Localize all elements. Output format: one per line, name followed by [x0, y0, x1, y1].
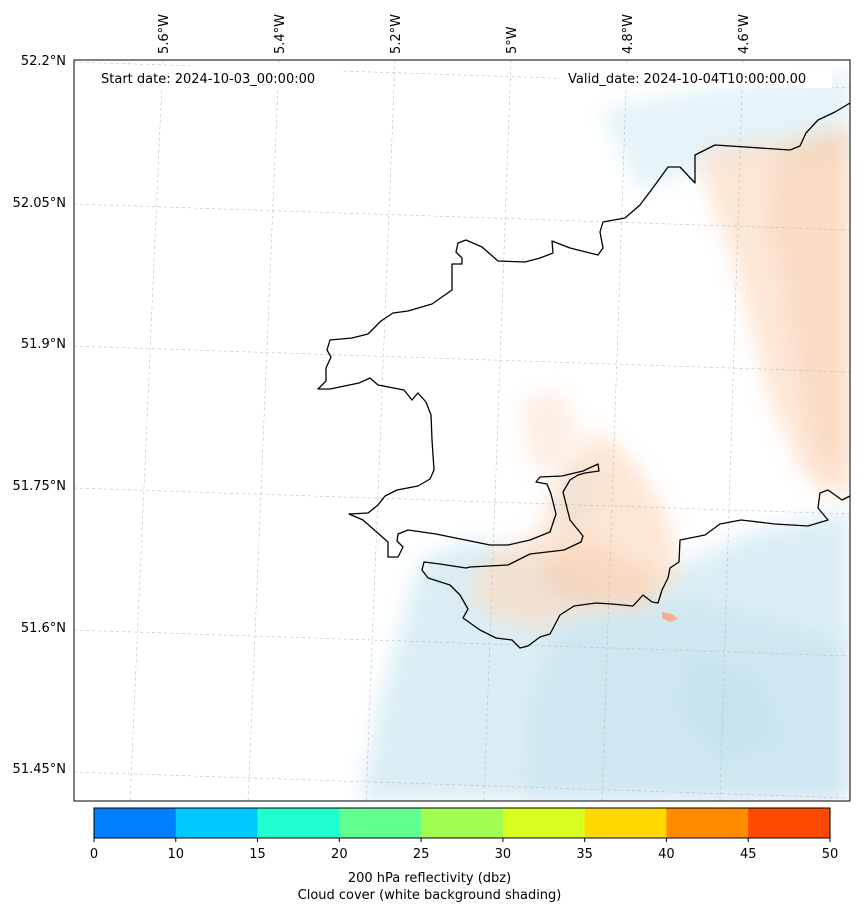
- colorbar-segment: [584, 808, 667, 838]
- colorbar-segment: [666, 808, 749, 838]
- colorbar-tick-label: 30: [495, 847, 512, 862]
- colorbar-frame: [93, 807, 831, 839]
- coastline: [317, 102, 850, 649]
- colorbar-tick-label: 0: [90, 847, 98, 862]
- start-date-box: [92, 66, 340, 88]
- valid-date-box: [560, 66, 832, 88]
- colorbar-tick-label: 20: [331, 847, 348, 862]
- gridlines: [74, 60, 850, 801]
- colorbar-label: 200 hPa reflectivity (dbz): [347, 871, 512, 886]
- colorbar-sublabel: Cloud cover (white background shading): [297, 888, 562, 903]
- colorbar: 0 10 15 20 25 30 35 40 45 50: [90, 807, 839, 862]
- lon-label-1: 5.4°W: [273, 14, 288, 54]
- lat-label-0: 52.2°N: [21, 54, 66, 69]
- start-date-label: Start date: 2024-10-03_00:00:00: [101, 72, 315, 87]
- colorbar-segment: [257, 808, 340, 838]
- latitude-labels: 52.2°N 52.05°N 51.9°N 51.75°N 51.6°N 51.…: [13, 54, 66, 777]
- colorbar-segment: [748, 808, 831, 838]
- colorbar-segment: [339, 808, 422, 838]
- lon-label-3: 5°W: [505, 26, 520, 54]
- colorbar-segment: [502, 808, 586, 838]
- colorbar-segment: [175, 808, 259, 838]
- colorbar-tick-label: 15: [249, 847, 266, 862]
- colorbar-tick-label: 40: [658, 847, 675, 862]
- lon-label-5: 4.6°W: [737, 14, 752, 54]
- colorbar-tick-label: 10: [168, 847, 185, 862]
- valid-date-label: Valid_date: 2024-10-04T10:00:00.00: [568, 72, 806, 87]
- colorbar-tick-label: 25: [413, 847, 430, 862]
- lat-label-4: 51.6°N: [21, 621, 66, 636]
- lon-label-0: 5.6°W: [157, 14, 172, 54]
- lat-label-5: 51.45°N: [13, 762, 66, 777]
- colorbar-tick-label: 50: [822, 847, 839, 862]
- longitude-labels: 5.6°W 5.4°W 5.2°W 5°W 4.8°W 4.6°W: [157, 14, 752, 54]
- colorbar-tick-label: 45: [740, 847, 757, 862]
- warm-spot: [662, 612, 678, 622]
- warm-shading: [470, 125, 850, 630]
- colorbar-tick-label: 35: [576, 847, 593, 862]
- lat-label-3: 51.75°N: [13, 479, 66, 494]
- map-frame: [73, 59, 851, 802]
- lon-label-2: 5.2°W: [389, 14, 404, 54]
- lat-label-2: 51.9°N: [21, 337, 66, 352]
- colorbar-segment: [421, 808, 504, 838]
- lat-label-1: 52.05°N: [13, 196, 66, 211]
- colorbar-segment: [94, 808, 177, 838]
- lon-label-4: 4.8°W: [621, 14, 636, 54]
